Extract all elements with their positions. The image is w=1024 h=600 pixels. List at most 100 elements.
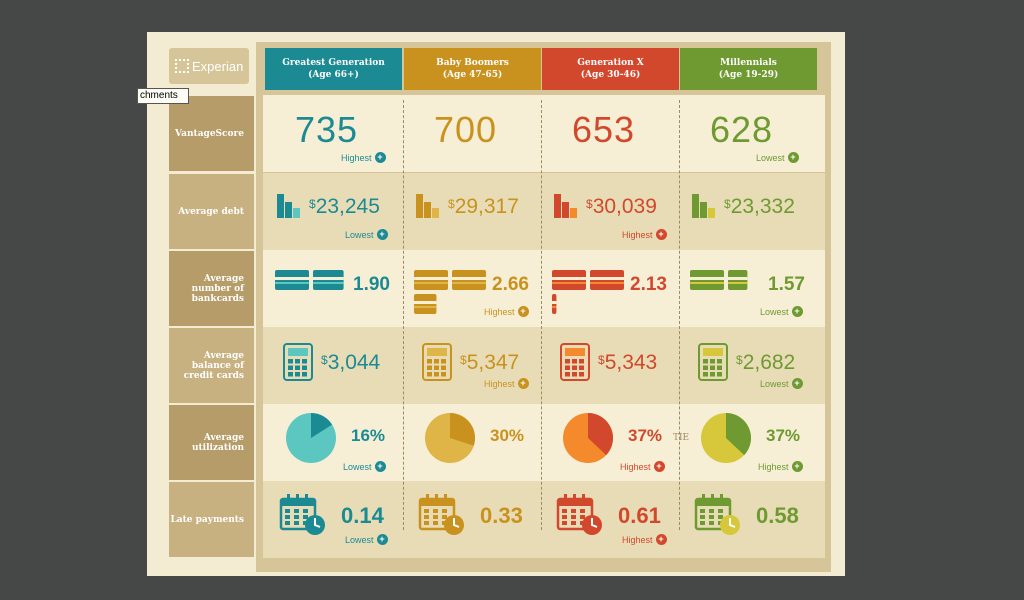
column-header-0: Greatest Generation (Age 66+) [265, 48, 402, 90]
calculator-key [295, 359, 300, 364]
cell-utilization: 37% Highest + [680, 404, 817, 481]
credit-card-stripe [690, 277, 724, 280]
calendar-ring [305, 494, 308, 502]
calculator-key [572, 372, 577, 377]
generation-name: Greatest Generation [282, 58, 385, 68]
currency-symbol: $ [598, 353, 605, 367]
calculator-key [441, 365, 446, 370]
calculator-key [288, 372, 293, 377]
rank-tag-label: Highest [341, 152, 372, 163]
credit-balance-value: $5,343 [598, 351, 657, 375]
rank-tag-label: Highest [620, 461, 651, 472]
late-payments-value: 0.58 [756, 503, 799, 528]
calendar-day [442, 509, 447, 513]
vantage-score-value: 700 [434, 109, 498, 150]
experian-logo: Experian [169, 48, 249, 84]
credit-card-stripe [590, 282, 624, 284]
currency-symbol: $ [586, 197, 593, 211]
bar-chart-icon-bar [700, 202, 707, 218]
rank-tag-label: Lowest [760, 306, 789, 317]
average-debt-value: $30,039 [586, 195, 657, 219]
calculator-key [295, 365, 300, 370]
currency-symbol: $ [321, 353, 328, 367]
row-band-vantage [263, 95, 825, 172]
credit-card-stripe [275, 277, 309, 280]
calendar-header [696, 499, 730, 506]
currency-symbol: $ [736, 353, 743, 367]
plus-circle-icon: + [655, 229, 667, 240]
calendar-clock-icon [418, 494, 464, 535]
bar-chart-icon-bar [293, 208, 300, 218]
calculator-key [565, 365, 570, 370]
rank-tag: Lowest + [345, 534, 388, 545]
row-label-debt: Average debt [169, 174, 254, 249]
row-label-late: Late payments [169, 482, 254, 557]
average-debt-amount: 23,332 [730, 195, 795, 218]
column-divider [403, 100, 404, 530]
cell-balance: $5,347 Highest + [404, 327, 541, 404]
calendar-day [433, 509, 438, 513]
column-header-3: Millennials (Age 19-29) [680, 48, 817, 90]
calculator-icon [422, 343, 452, 381]
cell-balance: $2,682 Lowest + [680, 327, 817, 404]
bar-chart-icon [692, 194, 715, 218]
clock-hands [591, 518, 598, 528]
credit-card-stripe [452, 282, 486, 284]
credit-card-stripe [590, 277, 624, 280]
row-band-debt [263, 173, 825, 250]
calculator-key [441, 372, 446, 377]
calendar-day [571, 521, 576, 525]
bar-chart-icon-bar [432, 208, 439, 218]
rank-tag: Highest + [484, 306, 529, 317]
column-header-1: Baby Boomers (Age 47-65) [404, 48, 541, 90]
credit-cards-icon [414, 270, 486, 314]
calendar-ring [573, 494, 576, 502]
calculator-key [302, 372, 307, 377]
calendar-day [285, 515, 290, 519]
calendar-ring [564, 494, 567, 502]
calendar-day [718, 509, 723, 513]
credit-card-stripe [414, 306, 437, 308]
currency-symbol: $ [309, 197, 316, 211]
row-label-text: Average balance of credit cards [183, 350, 244, 381]
cell-vantage: 628 Lowest + [680, 95, 817, 172]
calendar-day [294, 509, 299, 513]
clock-hands [314, 518, 321, 528]
calendar-day [433, 515, 438, 519]
utilization-value: 37% [628, 426, 663, 445]
calendar-ring [720, 494, 723, 502]
vantage-score-value: 735 [295, 109, 359, 150]
late-payments-value: 0.61 [618, 503, 661, 528]
calendar-day [303, 509, 308, 513]
clock-hands [729, 518, 736, 528]
cell-late: 0.14 Lowest + [265, 481, 402, 558]
utilization-pie-chart [563, 413, 613, 463]
calendar-ring [296, 494, 299, 502]
row-label-utilization: Average utilization [169, 405, 254, 480]
rank-tag: Highest + [758, 461, 803, 472]
calculator-key [434, 365, 439, 370]
calendar-day [571, 515, 576, 519]
calendar-day [562, 509, 567, 513]
calendar-day [700, 515, 705, 519]
bankcards-value: 1.90 [353, 274, 390, 295]
utilization-value: 37% [766, 426, 801, 445]
rank-tag-label: Highest [622, 534, 653, 545]
calculator-key [717, 365, 722, 370]
calculator-key [434, 372, 439, 377]
bar-chart-icon [277, 194, 300, 218]
average-debt-value: $29,317 [448, 195, 519, 219]
credit-card-stripe [552, 301, 557, 304]
credit-balance-value: $5,347 [460, 351, 519, 375]
pie-slice [311, 413, 333, 438]
calculator-screen [565, 348, 585, 356]
row-label-balance: Average balance of credit cards [169, 328, 254, 403]
cell-late: 0.33 [404, 481, 541, 558]
calendar-day [294, 521, 299, 525]
row-label-text: Average number of bankcards [191, 273, 244, 304]
rank-tag-label: Highest [484, 306, 515, 317]
bar-chart-icon-bar [285, 202, 292, 218]
generation-age: (Age 30-46) [580, 70, 641, 80]
generation-age: (Age 47-65) [442, 70, 503, 80]
average-debt-amount: 30,039 [592, 195, 657, 218]
